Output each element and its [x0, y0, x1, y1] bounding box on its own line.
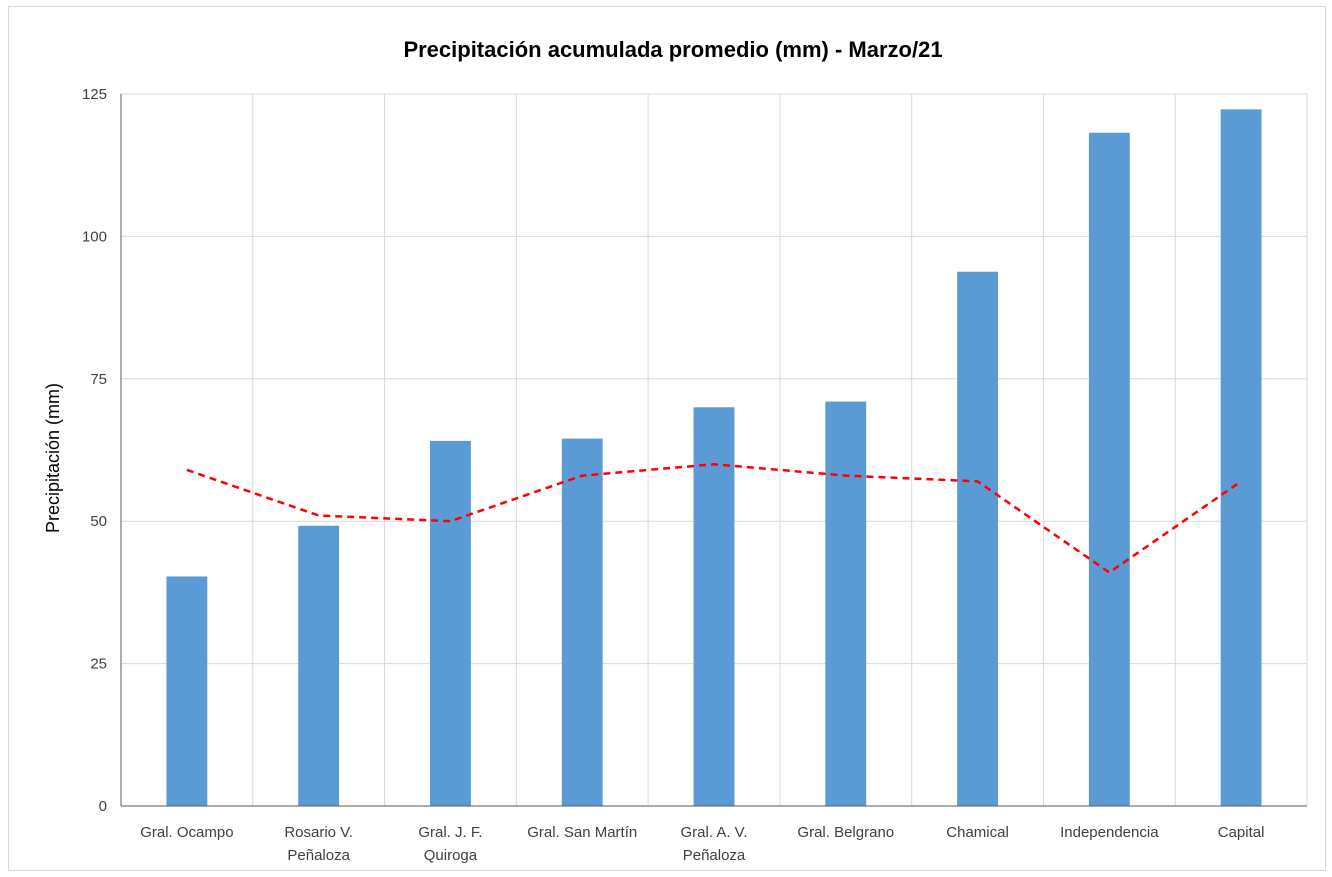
x-tick-label: Gral. San Martín	[527, 824, 637, 841]
x-tick-label-line: Gral. Ocampo	[140, 824, 233, 841]
chart-frame: Precipitación acumulada promedio (mm) - …	[8, 6, 1326, 871]
chart-title: Precipitación acumulada promedio (mm) - …	[403, 37, 942, 62]
x-tick-label: Rosario V. Peñaloza	[284, 824, 353, 864]
x-tick-label: Chamical	[946, 824, 1009, 841]
x-tick-label-line: Gral. Belgrano	[797, 824, 894, 841]
x-tick-label-line: Gral. A. V.	[681, 824, 748, 841]
bar	[693, 407, 735, 806]
y-tick-label: 25	[90, 656, 107, 673]
x-tick-label: Independencia	[1060, 824, 1159, 841]
x-tick-label-line: Gral. J. F.	[418, 824, 482, 841]
y-axis-label: Precipitación (mm)	[43, 383, 63, 533]
dashed-line	[186, 462, 1242, 574]
x-tick-label-line: Peñaloza	[287, 847, 350, 864]
x-tick-label: Capital	[1218, 824, 1265, 841]
y-tick-label: 75	[90, 371, 107, 388]
bar	[957, 271, 998, 806]
y-tick-label: 125	[82, 86, 107, 103]
x-tick-label-line: Independencia	[1060, 824, 1159, 841]
bar	[825, 401, 867, 806]
chart: Precipitación acumulada promedio (mm) - …	[43, 37, 1308, 864]
y-tick-label: 50	[90, 513, 107, 530]
y-tick-labels: 0 25 50 75 100 125	[82, 86, 107, 815]
x-tick-label-line: Rosario V.	[284, 824, 353, 841]
bar	[430, 440, 471, 806]
gridlines	[121, 93, 1308, 806]
x-tick-label: Gral. A. V. Peñaloza	[681, 824, 748, 864]
line-series	[186, 462, 1242, 574]
x-tick-label-line: Chamical	[946, 824, 1009, 841]
x-tick-label-line: Peñaloza	[683, 847, 746, 864]
bar-series	[166, 109, 1262, 807]
bar	[1088, 132, 1130, 807]
bar	[1220, 109, 1262, 806]
bar	[561, 438, 603, 806]
x-tick-labels: Gral. Ocampo Rosario V. Peñaloza Gral. J. F…	[140, 824, 1264, 864]
x-tick-label: Gral. Ocampo	[140, 824, 233, 841]
axes	[120, 94, 1307, 807]
x-tick-label-line: Capital	[1218, 824, 1265, 841]
y-tick-label: 100	[82, 228, 107, 245]
bar	[298, 525, 340, 806]
x-tick-label: Gral. Belgrano	[797, 824, 894, 841]
x-tick-label: Gral. J. F. Quiroga	[418, 824, 482, 864]
x-tick-label-line: Gral. San Martín	[527, 824, 637, 841]
y-tick-label: 0	[99, 798, 107, 815]
x-tick-label-line: Quiroga	[424, 847, 478, 864]
bar	[166, 576, 208, 806]
